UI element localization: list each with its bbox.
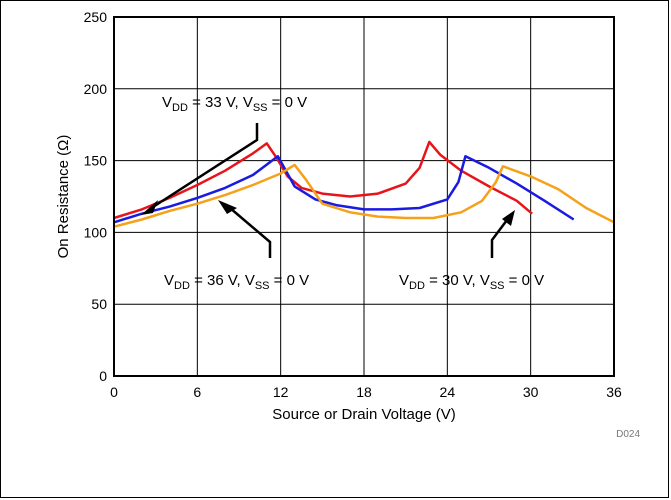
series-line-3 bbox=[113, 163, 615, 228]
x-tick-label: 36 bbox=[606, 384, 622, 400]
x-tick-label: 6 bbox=[193, 384, 201, 400]
series-line-2 bbox=[113, 155, 575, 224]
y-tick-label: 0 bbox=[99, 368, 107, 384]
y-tick-label: 150 bbox=[84, 153, 108, 169]
arrow-vdd33 bbox=[152, 123, 259, 209]
arrowhead-vdd30 bbox=[502, 210, 515, 226]
x-tick-label: 18 bbox=[356, 384, 372, 400]
series-lines bbox=[113, 140, 615, 228]
y-axis-label: On Resistance (Ω) bbox=[55, 135, 72, 259]
y-tick-label: 250 bbox=[84, 9, 108, 25]
x-tick-label: 24 bbox=[440, 384, 456, 400]
annotation-arrows bbox=[152, 123, 508, 258]
annotation-vdd30: VDD = 30 V, VSS = 0 V bbox=[399, 272, 544, 292]
arrowhead-vdd33 bbox=[141, 200, 158, 215]
arrow-vdd30 bbox=[490, 219, 508, 258]
plot-border bbox=[113, 16, 615, 377]
x-tick-label: 0 bbox=[110, 384, 118, 400]
arrow-vdd36 bbox=[229, 207, 272, 258]
x-tick-label: 12 bbox=[273, 384, 289, 400]
y-tick-label: 200 bbox=[84, 81, 108, 97]
y-tick-label: 50 bbox=[91, 296, 107, 312]
x-axis: 0 6 12 18 24 30 36 bbox=[110, 384, 622, 400]
x-axis-label: Source or Drain Voltage (V) bbox=[272, 406, 455, 423]
annotation-vdd36: VDD = 36 V, VSS = 0 V bbox=[164, 272, 309, 292]
arrowhead-vdd36 bbox=[218, 200, 237, 214]
figure-code: D024 bbox=[616, 429, 640, 440]
x-tick-label: 30 bbox=[523, 384, 539, 400]
y-axis: 0 50 100 150 200 250 bbox=[84, 9, 108, 384]
y-tick-label: 100 bbox=[84, 224, 108, 240]
annotation-arrowheads bbox=[141, 200, 515, 226]
series-line-1 bbox=[113, 140, 533, 220]
annotation-vdd33: VDD = 33 V, VSS = 0 V bbox=[162, 94, 307, 114]
